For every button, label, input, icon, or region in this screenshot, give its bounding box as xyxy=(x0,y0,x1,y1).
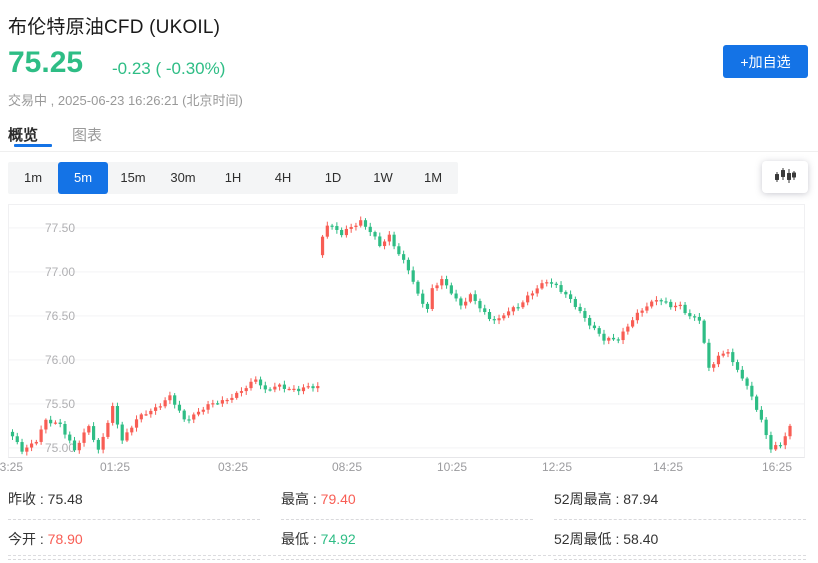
stat-label: 最高 xyxy=(281,491,309,507)
interval-30m[interactable]: 30m xyxy=(170,170,196,185)
stat-value: 74.92 xyxy=(320,531,356,547)
x-axis-tick: 14:25 xyxy=(652,460,684,474)
price-change: -0.23 ( -0.30%) xyxy=(112,59,226,78)
x-axis-tick: 12:25 xyxy=(541,460,573,474)
interval-1h[interactable]: 1H xyxy=(224,170,242,185)
interval-15m[interactable]: 15m xyxy=(120,170,146,185)
stat-52w-low: 52周最低 : 58.40 xyxy=(554,520,806,560)
stat-label: 52周最低 xyxy=(554,531,612,547)
stat-label: 昨收 xyxy=(8,491,36,507)
quote-stats: 昨收 : 75.48 最高 : 79.40 52周最高 : 87.94 今开 :… xyxy=(8,480,806,560)
x-axis-tick: 08:25 xyxy=(331,460,363,474)
svg-text:77.00: 77.00 xyxy=(45,265,75,279)
x-axis-tick: 16:25 xyxy=(761,460,793,474)
candlestick-chart-icon xyxy=(774,167,796,188)
svg-text:75.00: 75.00 xyxy=(45,441,75,455)
svg-text:75.50: 75.50 xyxy=(45,397,75,411)
x-axis-labels: 23:25 01:25 03:25 08:25 10:25 12:25 14:25 16:25 xyxy=(0,460,808,475)
stat-label: 今开 xyxy=(8,531,36,547)
interval-1w[interactable]: 1W xyxy=(373,170,393,185)
trading-status: 交易中 , 2025-06-23 16:26:21 (北京时间) xyxy=(8,93,243,108)
interval-selector: 1m 5m 15m 30m 1H 4H 1D 1W 1M xyxy=(8,162,458,194)
interval-1m-month[interactable]: 1M xyxy=(423,170,443,185)
stat-value: 75.48 xyxy=(47,491,83,507)
interval-4h[interactable]: 4H xyxy=(274,170,292,185)
tab-overview-label: 概览 xyxy=(8,127,39,144)
instrument-title: 布伦特原油CFD (UKOIL) xyxy=(8,17,221,38)
section-divider xyxy=(8,555,806,556)
stat-day-high: 最高 : 79.40 xyxy=(281,480,533,520)
tab-chart[interactable]: 图表 xyxy=(72,124,102,145)
current-price: 75.25 xyxy=(8,46,84,79)
x-axis-tick: 10:25 xyxy=(436,460,468,474)
tab-active-indicator xyxy=(14,144,52,147)
stat-value: 79.40 xyxy=(320,491,356,507)
svg-text:76.00: 76.00 xyxy=(45,353,75,367)
stat-value: 58.40 xyxy=(623,531,659,547)
stat-value: 87.94 xyxy=(623,491,659,507)
chart-style-button[interactable] xyxy=(762,161,808,193)
stat-label: 52周最高 xyxy=(554,491,612,507)
stat-label: 最低 xyxy=(281,531,309,547)
x-axis-tick: 23:25 xyxy=(0,460,24,474)
interval-1d[interactable]: 1D xyxy=(324,170,342,185)
stat-prev-close: 昨收 : 75.48 xyxy=(8,480,260,520)
stat-52w-high: 52周最高 : 87.94 xyxy=(554,480,806,520)
add-watchlist-button[interactable]: +加自选 xyxy=(723,45,808,78)
svg-text:77.50: 77.50 xyxy=(45,221,75,235)
tab-bar: 概览 图表 xyxy=(0,117,818,152)
tab-overview[interactable]: 概览 xyxy=(8,124,52,147)
interval-1m[interactable]: 1m xyxy=(23,170,43,185)
x-axis-tick: 03:25 xyxy=(217,460,249,474)
svg-text:76.50: 76.50 xyxy=(45,309,75,323)
stat-day-low: 最低 : 74.92 xyxy=(281,520,533,560)
x-axis-tick: 01:25 xyxy=(99,460,131,474)
interval-5m[interactable]: 5m xyxy=(58,162,108,194)
tab-chart-label: 图表 xyxy=(72,127,103,144)
stat-open: 今开 : 78.90 xyxy=(8,520,260,560)
stat-value: 78.90 xyxy=(47,531,83,547)
price-chart[interactable]: 77.50 77.00 76.50 76.00 75.50 75.00 xyxy=(8,204,805,458)
